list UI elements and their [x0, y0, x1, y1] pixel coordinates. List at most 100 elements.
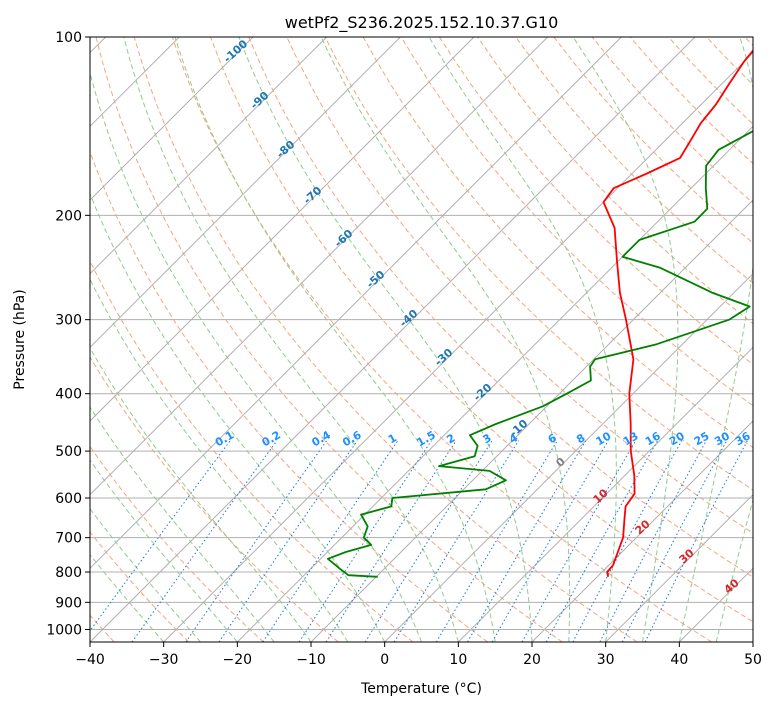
isotherm-line	[90, 37, 401, 349]
isotherm-gridlines	[90, 37, 753, 642]
moist-adiabat-label: 0	[553, 455, 568, 470]
isotherm-line	[163, 51, 753, 642]
mixing-ratio-line	[644, 440, 748, 642]
moist-adiabat-line	[572, 37, 679, 642]
dry-adiabat-line	[133, 37, 638, 642]
x-tick-label: −30	[149, 652, 179, 668]
moist-adiabats	[90, 37, 753, 642]
dry-adiabat-line	[400, 37, 753, 407]
mixing-ratio-label: 16	[643, 429, 663, 448]
dry-adiabat-line	[210, 37, 753, 623]
isotherm-line	[678, 567, 753, 642]
mixing-ratio-label: 3	[480, 431, 493, 446]
dry-adiabat-line	[706, 37, 753, 86]
x-tick-label: −10	[296, 652, 326, 668]
dry-adiabat-line	[90, 259, 414, 642]
moist-adiabat-line	[90, 192, 386, 642]
mixing-ratio-label: 6	[546, 431, 559, 446]
x-tick-label: 30	[597, 652, 615, 668]
dry-adiabat-line	[744, 37, 753, 47]
isotherm-line	[90, 37, 696, 642]
moist-adiabat-label: 20	[633, 517, 653, 537]
isotherm-line	[310, 199, 753, 642]
moist-adiabat-line	[90, 347, 312, 642]
isotherm-label: -60	[332, 227, 356, 250]
mixing-ratio-label: 0.1	[213, 428, 236, 449]
dewpoint-profile-line	[327, 130, 753, 578]
dry-adiabat-line	[90, 150, 488, 642]
mixing-ratio-line	[599, 440, 707, 642]
moist-adiabat-line	[174, 37, 496, 642]
moist-adiabat-line	[678, 37, 753, 642]
moist-adiabat-label: 30	[677, 546, 697, 566]
isotherm-line	[457, 346, 753, 642]
mixing-ratio-line	[435, 440, 558, 642]
x-tick-label: −40	[75, 652, 105, 668]
mixing-ratio-line	[572, 440, 683, 642]
moist-adiabat-line	[320, 37, 571, 642]
dry-adiabat-line	[90, 356, 339, 642]
moist-adiabat-line	[90, 406, 275, 642]
moist-adiabat-line	[123, 37, 459, 642]
y-tick-label: 700	[55, 531, 82, 547]
y-axis-title: Pressure (hPa)	[12, 289, 28, 389]
isotherm-label: -70	[301, 184, 325, 207]
x-tick-label: 10	[449, 652, 467, 668]
moist-adiabat-line	[90, 507, 201, 642]
x-axis-ticks: −40 −30 −20 −10 0 10 20 30 40 50	[75, 642, 762, 668]
isotherm-label: -30	[432, 346, 456, 369]
mixing-ratio-line	[262, 440, 399, 642]
isotherm-label: -40	[397, 307, 421, 330]
mixing-ratio-label: 8	[574, 431, 587, 446]
mixing-ratio-label: 10	[594, 429, 614, 448]
mixing-ratio-label: 0.2	[260, 428, 283, 449]
x-axis-title: Temperature (°C)	[360, 681, 482, 697]
sounding-profiles	[327, 49, 753, 578]
y-tick-label: 100	[55, 30, 82, 46]
y-tick-label: 1000	[46, 622, 82, 638]
dry-adiabat-line	[171, 37, 712, 642]
isotherm-line	[90, 37, 622, 570]
isotherm-line	[90, 37, 549, 496]
x-tick-label: 20	[523, 652, 541, 668]
moist-adiabat-line	[90, 459, 238, 642]
mixing-ratio-label: 30	[712, 429, 732, 448]
x-tick-label: 40	[670, 652, 688, 668]
isotherm-line	[605, 493, 753, 642]
plot-frame	[89, 36, 754, 643]
moist-adiabat-line	[428, 37, 617, 642]
isotherm-label: -20	[471, 381, 495, 404]
moist-adiabat-line	[238, 37, 533, 642]
dry-adiabat-line	[515, 37, 753, 284]
y-axis-ticks: 1000 900 800 700 600 500 400 300 200 100	[46, 30, 90, 638]
mixing-ratio-lines	[90, 440, 748, 642]
mixing-ratio-line	[325, 440, 457, 642]
mixing-ratio-line	[218, 440, 358, 642]
mixing-ratio-line	[491, 440, 609, 642]
dry-adiabat-line	[438, 37, 753, 366]
chart-title: wetPf2_S236.2025.152.10.37.G10	[285, 13, 559, 33]
isotherm-label: -80	[274, 138, 298, 161]
mixing-ratio-line	[298, 440, 432, 642]
mixing-ratio-line	[521, 440, 637, 642]
isotherm-line	[384, 272, 753, 642]
y-tick-label: 600	[55, 491, 82, 507]
dry-adiabat-line	[95, 37, 563, 642]
y-tick-label: 500	[55, 444, 82, 460]
dry-adiabat-line	[90, 445, 264, 642]
y-tick-label: 200	[55, 208, 82, 224]
isotherm-line	[531, 420, 753, 642]
isotherm-line	[90, 37, 475, 422]
moist-adiabat-label: 40	[722, 576, 742, 596]
dry-adiabat-line	[324, 37, 753, 491]
x-tick-label: 0	[380, 652, 389, 668]
plot-area: -100-90-80-70-60-50-40-30-20-100.1 0.2 0.4…	[90, 37, 753, 642]
y-tick-label: 900	[55, 595, 82, 611]
mixing-ratio-line	[364, 440, 493, 642]
x-tick-label: −20	[223, 652, 253, 668]
isotherm-line	[90, 37, 254, 201]
mixing-ratio-line	[467, 440, 587, 642]
moist-adiabat-line	[90, 70, 422, 642]
mixing-ratio-line	[185, 440, 328, 642]
